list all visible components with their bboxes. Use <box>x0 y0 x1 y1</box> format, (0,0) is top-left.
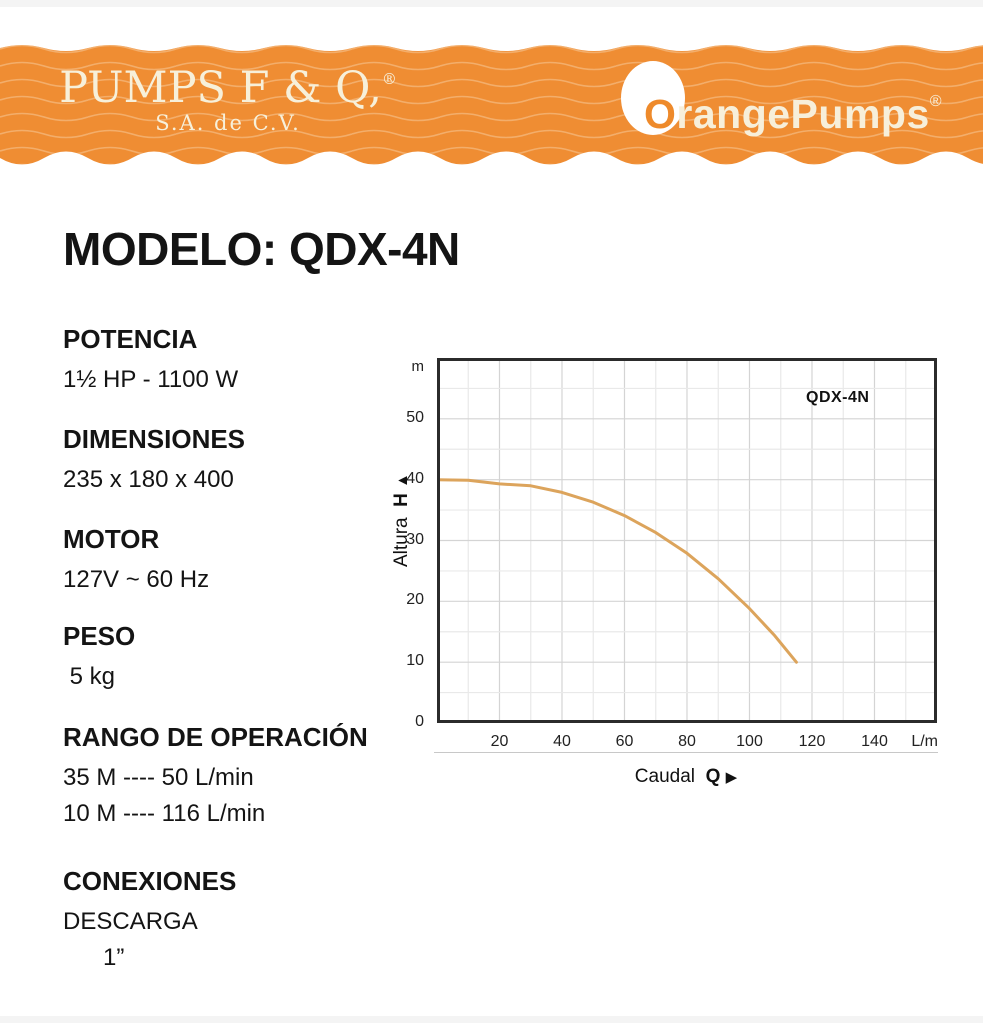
banner-wave-texture <box>0 45 983 165</box>
spec-heading: POTENCIA <box>63 324 198 354</box>
page-top-edge <box>0 0 983 7</box>
y-tick-label: 30 <box>406 530 424 548</box>
registered-mark: ® <box>381 70 397 88</box>
spec-value: 10 M ---- 116 L/min <box>63 800 266 827</box>
right-arrow-icon: ▶ <box>725 769 738 786</box>
x-tick-label: 20 <box>490 733 509 750</box>
registered-mark: ® <box>929 93 943 110</box>
spec-heading: DIMENSIONES <box>63 424 246 454</box>
x-tick-label: 100 <box>736 733 763 750</box>
y-tick-label: 40 <box>406 469 424 487</box>
chart-frame <box>437 358 937 723</box>
logo-circle <box>621 61 685 135</box>
spec-section: MOTOR 127V ~ 60 Hz <box>63 522 423 598</box>
x-tick-label: 140 <box>861 733 888 750</box>
spec-section: RANGO DE OPERACIÓN 35 M ---- 50 L/min 10 M… <box>63 720 423 832</box>
spec-value: 235 x 180 x 400 <box>63 466 234 493</box>
spec-value: 1½ HP - 1100 W <box>63 366 239 393</box>
spec-section: PESO 5 kg <box>63 619 423 695</box>
y-tick-label: 20 <box>406 591 424 609</box>
y-tick-label: 10 <box>406 652 424 670</box>
spec-value: 1” <box>63 944 125 971</box>
brand-initial: O <box>644 91 677 137</box>
x-tick-label: 60 <box>615 733 634 750</box>
company-logo: PUMPS F & Q,® S.A. de C.V. <box>38 56 418 135</box>
pump-performance-curve <box>437 478 798 664</box>
spec-heading: PESO <box>63 621 136 651</box>
x-tick-label: 120 <box>798 733 826 750</box>
brand-logo: OrangePumps® <box>644 80 942 136</box>
pump-curve-chart <box>437 358 937 723</box>
spec-value: 127V ~ 60 Hz <box>63 566 210 593</box>
brand-banner <box>0 45 983 165</box>
spec-heading: CONEXIONES <box>63 866 237 896</box>
x-tick-label: 80 <box>678 733 696 750</box>
y-tick-label: 0 <box>415 713 424 730</box>
spec-heading: RANGO DE OPERACIÓN <box>63 722 368 752</box>
spec-value: 35 M ---- 50 L/min <box>63 764 254 791</box>
x-axis-underline <box>434 752 938 753</box>
x-axis-title: Caudal Q ▶ <box>634 766 738 787</box>
page-title: MODELO: QDX-4N <box>63 223 460 275</box>
y-tick-label: 50 <box>406 408 424 426</box>
spec-heading: MOTOR <box>63 524 160 554</box>
brand-name: rangePumps <box>676 91 930 137</box>
x-axis-unit: L/m <box>911 733 938 750</box>
up-arrow-icon: ▲ <box>394 472 411 488</box>
spec-section: POTENCIA 1½ HP - 1100 W <box>63 322 423 398</box>
spec-section: DIMENSIONES 235 x 180 x 400 <box>63 422 423 498</box>
page-bottom-edge <box>0 1016 983 1023</box>
spec-value: DESCARGA <box>63 908 198 935</box>
company-suffix: S.A. de C.V. <box>155 111 301 135</box>
spec-value: 5 kg <box>63 663 116 690</box>
series-label: QDX-4N <box>806 389 870 406</box>
y-axis-title: Altura H ▲ <box>391 472 412 568</box>
spec-section: CONEXIONES DESCARGA 1” <box>63 864 423 976</box>
x-tick-label: 40 <box>553 733 571 750</box>
company-name: PUMPS F & Q,® <box>59 63 397 113</box>
y-axis-unit: m <box>411 358 425 375</box>
